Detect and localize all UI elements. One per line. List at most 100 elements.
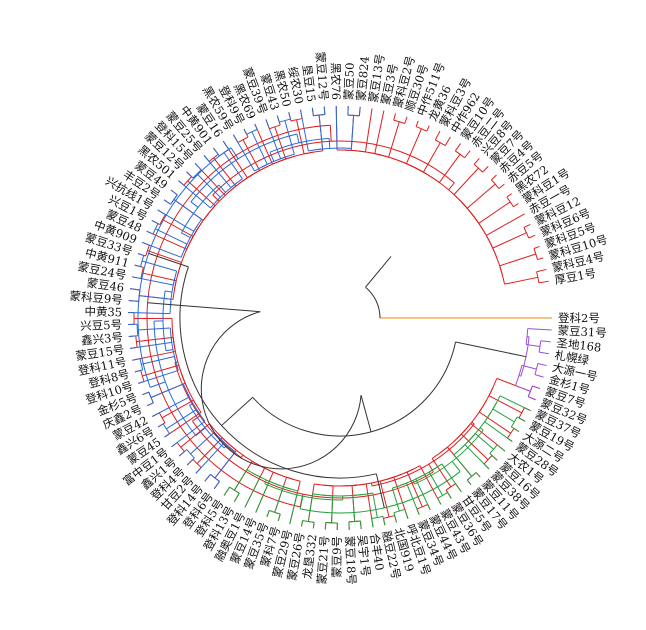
branch-stem: [492, 408, 515, 423]
leaf-label: 蒙豆9号: [330, 536, 345, 578]
branch-stem: [537, 363, 547, 367]
branch-stem: [511, 426, 520, 433]
branch-arc: [260, 155, 288, 169]
branch-stem: [515, 385, 531, 392]
branch-stem: [213, 481, 220, 489]
leaf-label: 龙垦332: [300, 533, 320, 579]
leaf-label: 吴宇1号: [355, 534, 373, 577]
branch-arc: [192, 169, 202, 179]
branch-stem: [323, 106, 326, 115]
branch-stem: [393, 512, 398, 523]
branch-stem: [358, 106, 361, 116]
branch-arc: [348, 520, 361, 523]
branch-stem: [478, 411, 512, 434]
branch-stem: [486, 213, 525, 236]
branch-stem: [137, 253, 144, 256]
branch-stem: [147, 250, 182, 263]
branch-arc: [341, 474, 401, 487]
branch-stem: [192, 415, 201, 422]
branch-stem: [212, 194, 220, 202]
branch-arc: [169, 277, 176, 307]
leaf-label: 中黄35: [84, 304, 122, 319]
trunk-stem: [486, 348, 527, 358]
branch-stem: [312, 522, 315, 529]
branch-stem: [318, 115, 324, 149]
branch-stem: [431, 458, 452, 488]
branch-stem: [213, 157, 237, 187]
branch-stem: [186, 171, 194, 179]
branch-stem: [489, 453, 498, 461]
branch-stem: [230, 147, 239, 160]
branch-stem: [178, 180, 211, 209]
trunk-arc-root: [365, 286, 381, 319]
branch-arc: [489, 444, 498, 454]
branch-arc: [506, 196, 514, 208]
branch-stem: [438, 153, 461, 183]
branch-stem: [404, 509, 409, 519]
branch-stem: [212, 147, 220, 157]
branch-stem: [255, 481, 270, 513]
branch-stem: [482, 166, 489, 173]
trunk-stem: [455, 341, 487, 350]
branch-stem: [466, 183, 496, 209]
branch-stem: [453, 167, 479, 195]
branch-stem: [359, 520, 362, 529]
branch-stem: [157, 423, 164, 428]
trunk-stem: [365, 256, 392, 288]
branch-arc: [453, 399, 488, 443]
branch-stem: [164, 411, 202, 438]
branch-stem: [454, 143, 461, 152]
branch-stem: [335, 106, 338, 149]
branch-arc: [146, 124, 331, 508]
branch-stem: [447, 492, 452, 499]
trunk-stem: [221, 396, 253, 426]
branch-stem: [434, 130, 441, 141]
branch-stem: [466, 479, 472, 486]
branch-stem: [523, 223, 531, 228]
leaf-label: 蒙豆21号: [314, 535, 331, 585]
leaf-labels: 登科2号蒙豆31号圣地168札幌绿大源一号金杉1号蒙豆7号蒙豆32号蒙豆37号蒙…: [69, 51, 609, 585]
branch-arc: [190, 133, 298, 203]
branch-stem: [478, 201, 511, 224]
branch-stem: [451, 461, 461, 472]
branch-arc: [139, 358, 144, 370]
branch-stem: [448, 182, 455, 191]
branch-stem: [190, 431, 215, 455]
branch-stem: [132, 358, 141, 361]
branch-stem: [151, 219, 159, 225]
branch-stem: [329, 125, 332, 142]
branch-stem: [391, 488, 400, 512]
branch-stem: [491, 174, 497, 181]
leaf-label: 蒙豆15号: [75, 342, 126, 363]
branch-stem: [232, 134, 255, 172]
branch-arc: [185, 165, 268, 252]
branch-arc: [162, 423, 170, 434]
branch-stem: [190, 201, 199, 208]
branch-stem: [473, 157, 480, 165]
branch-arc: [467, 412, 492, 443]
branch-stem: [484, 421, 513, 442]
branch-arc: [214, 182, 237, 203]
branch-stem: [371, 518, 374, 528]
branch-arc: [347, 114, 360, 117]
branch-stem: [488, 395, 522, 414]
trunk-stem: [360, 395, 372, 432]
branch-arc: [437, 492, 448, 499]
leaf-label: 蒙豆31号: [557, 323, 607, 340]
branch-stem: [242, 139, 261, 171]
branch-stem: [266, 510, 270, 518]
leaf-label: 兴豆5号: [80, 318, 122, 333]
leaf-label: 札幌绿: [554, 348, 591, 368]
branch-arc: [368, 151, 428, 176]
branch-stem: [475, 472, 481, 478]
branch-stem: [536, 268, 547, 273]
branch-stem: [233, 492, 240, 503]
branch-stem: [265, 119, 282, 159]
branch-arc: [415, 126, 427, 132]
branch-arc: [269, 509, 281, 515]
branch-stem: [141, 356, 175, 365]
trunk-arc: [179, 266, 377, 479]
branch-stem: [352, 495, 356, 522]
branch-stem: [412, 480, 415, 485]
branch-stem: [405, 128, 422, 164]
